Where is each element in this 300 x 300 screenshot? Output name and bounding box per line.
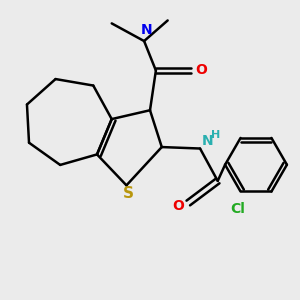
Text: N: N [141,22,152,37]
Text: N: N [202,134,213,148]
Text: O: O [172,199,184,213]
Text: H: H [211,130,220,140]
Text: Cl: Cl [230,202,245,216]
Text: O: O [196,64,208,77]
Text: S: S [122,186,134,201]
